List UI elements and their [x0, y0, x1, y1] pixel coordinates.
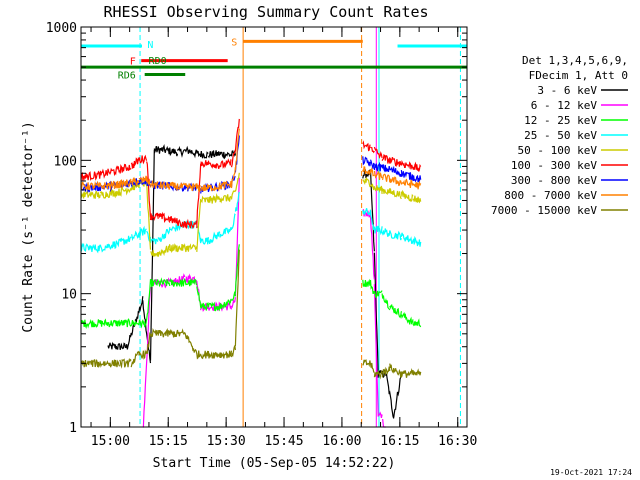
y-tick-label: 10 [61, 288, 77, 303]
series-line [80, 191, 422, 254]
series-line [80, 249, 422, 380]
series-line [80, 128, 422, 192]
status-bar-label: S [231, 37, 237, 48]
series-line [80, 244, 422, 329]
legend: Det 1,3,4,5,6,9, FDecim 1, Att 0 3 - 6 keV… [491, 54, 628, 217]
status-bar-label: N [147, 40, 153, 51]
legend-entry: 25 - 50 keV [524, 129, 597, 142]
legend-entry: 3 - 6 keV [537, 84, 597, 97]
legend-entry: 50 - 100 keV [518, 144, 598, 157]
x-tick-label: 15:15 [149, 434, 188, 449]
y-tick-label: 1000 [46, 21, 77, 36]
status-bar-label: RD6 [118, 71, 136, 82]
legend-entry: 300 - 800 keV [511, 174, 597, 187]
status-bar-label: F [130, 57, 136, 68]
x-axis-label: Start Time (05-Sep-05 14:52:22) [153, 456, 396, 471]
legend-title: Det 1,3,4,5,6,9, [522, 54, 628, 67]
legend-entry: 800 - 7000 keV [504, 189, 597, 202]
legend-entry: 7000 - 15000 keV [491, 204, 597, 217]
x-tick-label: 15:45 [264, 434, 303, 449]
x-tick-label: 16:00 [322, 434, 361, 449]
x-tick-label: 16:15 [380, 434, 419, 449]
x-tick-label: 15:00 [91, 434, 130, 449]
timestamp: 19-Oct-2021 17:24 [550, 468, 632, 477]
plot-frame [80, 26, 468, 428]
plot-body: NF RD0 RD6 S [80, 27, 467, 428]
legend-entry: 6 - 12 keV [531, 99, 598, 112]
legend-title: FDecim 1, Att 0 [529, 69, 628, 82]
y-tick-label: 1 [69, 421, 77, 436]
axes: 1 10 100 1000 15:00 15:15 15:30 15:45 16:00 16:15… [46, 21, 478, 449]
y-axis-label: Count Rate (s⁻¹ detector⁻¹) [21, 121, 36, 332]
y-tick-label: 100 [54, 154, 77, 169]
status-bar-label: RD0 [149, 56, 167, 67]
legend-entry: 100 - 300 keV [511, 159, 597, 172]
legend-entry: 12 - 25 keV [524, 114, 597, 127]
x-tick-label: 16:30 [438, 434, 477, 449]
series-line [80, 172, 422, 258]
chart-title: RHESSI Observing Summary Count Rates [103, 3, 428, 21]
x-tick-label: 15:30 [207, 434, 246, 449]
series-line [80, 118, 422, 230]
